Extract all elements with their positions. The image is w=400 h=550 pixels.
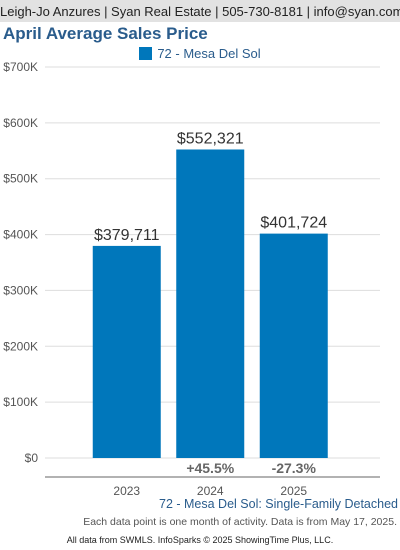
chart-legend[interactable]: 72 - Mesa Del Sol xyxy=(0,46,400,61)
data-note: Each data point is one month of activity… xyxy=(83,516,397,528)
y-tick-label: $300K xyxy=(3,283,38,297)
bar-value-label: $379,711 xyxy=(94,227,160,244)
bar-value-label: $552,321 xyxy=(177,130,244,147)
change-label: +45.5% xyxy=(186,460,234,476)
bar[interactable] xyxy=(92,245,161,458)
y-tick-label: $500K xyxy=(3,172,38,186)
y-tick-label: $100K xyxy=(3,395,38,409)
y-tick-label: $700K xyxy=(3,60,38,74)
x-tick-label: 2025 xyxy=(280,484,307,495)
y-tick-label: $400K xyxy=(3,228,38,242)
x-tick-label: 2024 xyxy=(197,484,224,495)
y-tick-label: $600K xyxy=(3,116,38,130)
header-bar xyxy=(0,0,400,22)
bar-value-label: $401,724 xyxy=(260,215,327,232)
y-tick-label: $200K xyxy=(3,339,38,353)
y-tick-label: $0 xyxy=(25,451,39,465)
legend-swatch xyxy=(139,47,153,60)
bar[interactable] xyxy=(176,149,245,459)
chart-subtitle: 72 - Mesa Del Sol: Single-Family Detache… xyxy=(159,497,398,511)
chart-title: April Average Sales Price xyxy=(3,24,208,43)
agent-contact-header: Leigh-Jo Anzures | Syan Real Estate | 50… xyxy=(0,4,400,19)
bar-chart: $0 $100K $200K $300K $400K $500K $600K $700K $37… xyxy=(3,60,380,495)
bar[interactable] xyxy=(259,233,328,458)
x-tick-label: 2023 xyxy=(113,484,140,495)
legend-label: 72 - Mesa Del Sol xyxy=(157,46,261,61)
change-label: -27.3% xyxy=(272,460,317,476)
data-credit: All data from SWMLS. InfoSparks © 2025 S… xyxy=(66,535,334,545)
